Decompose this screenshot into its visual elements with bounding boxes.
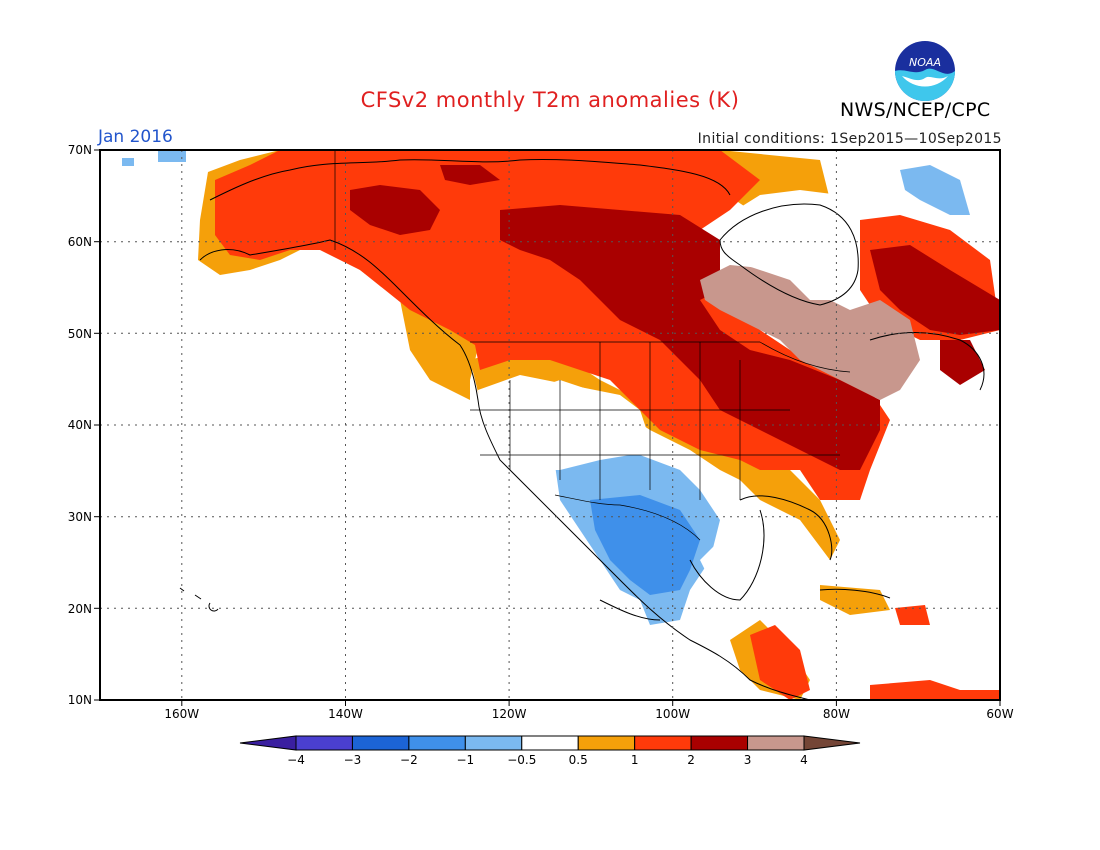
lat-label: 10N: [68, 693, 92, 707]
colorbar-label: −0.5: [507, 753, 536, 767]
colorbar-label: 2: [687, 753, 695, 767]
lon-label: 120W: [492, 707, 527, 721]
darkred-region-maritimes: [940, 340, 985, 385]
colorbar-swatch: [464, 735, 523, 751]
colorbar-swatch: [577, 735, 636, 751]
colorbar-swatch: [747, 735, 805, 751]
logo-text: NOAA: [909, 56, 941, 69]
darkred-region-yukon: [350, 185, 440, 235]
colorbar-label: −3: [344, 753, 362, 767]
colorbar-label: −1: [456, 753, 474, 767]
colorbar-swatch: [803, 735, 861, 751]
borders: [334, 150, 851, 541]
colorbar-label: 4: [800, 753, 808, 767]
colorbar-swatch: [521, 735, 579, 751]
colorbar-swatch: [351, 735, 410, 751]
lightblue-region-tiny: [158, 150, 186, 162]
darkred-region-labrador: [870, 245, 1000, 335]
colorbar-label: −2: [400, 753, 418, 767]
coastlines: [179, 158, 985, 700]
lat-label: 30N: [68, 510, 92, 524]
lightblue-region-arctic: [900, 165, 970, 215]
lon-label: 140W: [328, 707, 363, 721]
colorbar-labels: −4 −3 −2 −1 −0.5 0.5 1 2 3 4: [287, 753, 808, 767]
colorbar-swatch: [239, 735, 297, 751]
orange-region-east: [470, 340, 840, 560]
tick-marks: [94, 149, 1001, 706]
colorbar-label: 0.5: [569, 753, 588, 767]
forecast-month: Jan 2016: [98, 127, 173, 147]
white-region-us-west: [478, 375, 650, 470]
red-region-caribbean: [895, 605, 930, 625]
lat-label: 40N: [68, 418, 92, 432]
lon-label: 80W: [823, 707, 850, 721]
red-region-main: [215, 150, 890, 500]
colorbar-swatch: [690, 735, 749, 751]
colorbar-swatch: [634, 735, 692, 751]
lat-label: 70N: [68, 143, 92, 157]
darkred-region-canada: [500, 205, 880, 470]
colorbar-swatch: [295, 735, 353, 751]
colorbar-label: 3: [744, 753, 752, 767]
colorbar-label: 1: [631, 753, 639, 767]
lon-label: 60W: [986, 707, 1013, 721]
white-region-hudson-bay: [720, 190, 860, 300]
initial-conditions: Initial conditions: 1Sep2015—10Sep2015: [697, 131, 1002, 147]
white-region-arctic-islands: [830, 150, 900, 200]
colorbar: [239, 735, 861, 751]
colorbar-swatch: [408, 735, 466, 751]
lat-label: 60N: [68, 235, 92, 249]
white-region-gulf: [700, 510, 810, 600]
darkred-region-northeast: [440, 165, 500, 185]
lat-label: 20N: [68, 602, 92, 616]
lon-axis-labels: 160W 140W 120W 100W 80W 60W: [164, 707, 1013, 721]
lat-axis-labels: 70N 60N 50N 40N 30N 20N 10N: [68, 143, 92, 707]
chart-title: CFSv2 monthly T2m anomalies (K): [360, 88, 740, 112]
gridlines: [100, 150, 1000, 700]
red-region-south-edge: [870, 680, 1000, 700]
org-label: NWS/NCEP/CPC: [840, 99, 991, 121]
lat-label: 50N: [68, 327, 92, 341]
lon-label: 160W: [164, 707, 199, 721]
pink-region-quebec: [700, 265, 920, 400]
colorbar-label: −4: [287, 753, 305, 767]
lon-label: 100W: [655, 707, 690, 721]
red-region-central-america: [750, 625, 810, 700]
noaa-logo-icon: NOAA: [895, 41, 955, 101]
lightblue-region-tiny2: [122, 158, 134, 166]
